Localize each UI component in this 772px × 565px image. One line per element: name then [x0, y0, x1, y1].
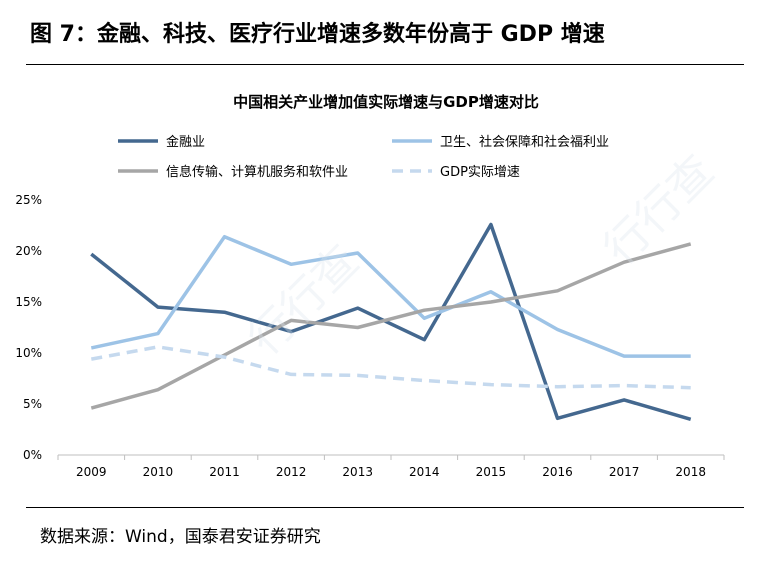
- legend-label-health: 卫生、社会保障和社会福利业: [440, 134, 609, 150]
- series-layer: [90, 222, 692, 421]
- x-tick-label: 2017: [609, 465, 640, 479]
- source-note: 数据来源：Wind，国泰君安证券研究: [40, 527, 321, 547]
- series-line-health: [90, 234, 691, 358]
- x-tick-label: 2018: [675, 465, 706, 479]
- x-tick-label: 2010: [143, 465, 174, 479]
- series-line-gdp: [90, 345, 691, 390]
- x-tick-label: 2013: [342, 465, 373, 479]
- x-tick-label: 2011: [209, 465, 240, 479]
- legend-label-it: 信息传输、计算机服务和软件业: [166, 164, 348, 180]
- x-tick-label: 2015: [476, 465, 507, 479]
- legend-label-gdp: GDP实际增速: [440, 165, 520, 180]
- x-tick-label: 2014: [409, 465, 440, 479]
- y-tick-label: 10%: [15, 346, 42, 360]
- y-tick-label: 20%: [15, 244, 42, 258]
- x-tick-label: 2009: [76, 465, 107, 479]
- legend-label-finance: 金融业: [166, 134, 205, 150]
- top-rule: [26, 64, 744, 65]
- bottom-rule: [26, 507, 744, 508]
- y-tick-label: 0%: [23, 448, 42, 462]
- y-tick-label: 5%: [23, 397, 42, 411]
- figure-title: 图 7：金融、科技、医疗行业增速多数年份高于 GDP 增速: [30, 22, 605, 47]
- y-tick-label: 25%: [15, 193, 42, 207]
- x-tick-label: 2016: [542, 465, 573, 479]
- series-line-it: [90, 242, 692, 410]
- x-tick-label: 2012: [276, 465, 307, 479]
- axes: 0% 5% 10% 15% 20% 25% 2009 2010 2011 2012 2013 2014…: [15, 193, 725, 479]
- chart-title: 中国相关产业增加值实际增速与GDP增速对比: [233, 93, 539, 111]
- series-line-finance: [90, 222, 692, 421]
- y-tick-label: 15%: [15, 295, 42, 309]
